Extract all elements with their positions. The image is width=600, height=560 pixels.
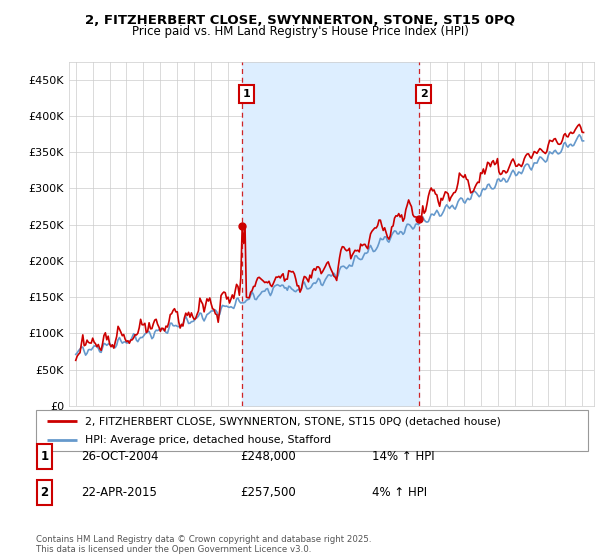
Text: Price paid vs. HM Land Registry's House Price Index (HPI): Price paid vs. HM Land Registry's House … xyxy=(131,25,469,38)
Text: 1: 1 xyxy=(40,450,49,463)
Text: Contains HM Land Registry data © Crown copyright and database right 2025.
This d: Contains HM Land Registry data © Crown c… xyxy=(36,535,371,554)
Text: 14% ↑ HPI: 14% ↑ HPI xyxy=(372,450,434,463)
Text: 2, FITZHERBERT CLOSE, SWYNNERTON, STONE, ST15 0PQ: 2, FITZHERBERT CLOSE, SWYNNERTON, STONE,… xyxy=(85,14,515,27)
Text: 2: 2 xyxy=(420,89,428,99)
Text: HPI: Average price, detached house, Stafford: HPI: Average price, detached house, Staf… xyxy=(85,435,331,445)
Text: 2: 2 xyxy=(40,486,49,500)
Text: 1: 1 xyxy=(243,89,250,99)
Text: 2, FITZHERBERT CLOSE, SWYNNERTON, STONE, ST15 0PQ (detached house): 2, FITZHERBERT CLOSE, SWYNNERTON, STONE,… xyxy=(85,417,500,426)
Text: 22-APR-2015: 22-APR-2015 xyxy=(81,486,157,500)
Text: 26-OCT-2004: 26-OCT-2004 xyxy=(81,450,158,463)
Text: £257,500: £257,500 xyxy=(240,486,296,500)
Bar xyxy=(37,444,52,469)
Bar xyxy=(37,480,52,505)
Text: £248,000: £248,000 xyxy=(240,450,296,463)
Text: 4% ↑ HPI: 4% ↑ HPI xyxy=(372,486,427,500)
